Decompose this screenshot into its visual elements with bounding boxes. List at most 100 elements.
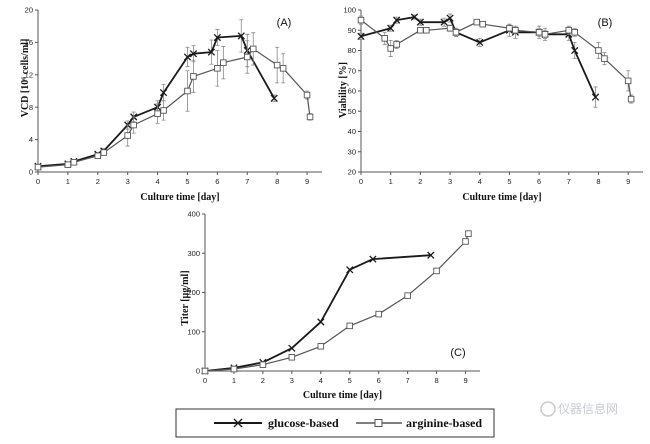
legend: glucose-based arginine-based (175, 408, 495, 438)
x-tick-label-a: 7 (245, 177, 249, 186)
y-tick-label-b: 70 (348, 66, 356, 75)
data-point-glucose-a (159, 88, 168, 97)
series-line-glucose-b (360, 16, 597, 98)
data-point-arginine-a (100, 149, 108, 156)
y-tick-label-b: 80 (348, 46, 356, 55)
data-point-glucose-b (357, 32, 365, 40)
x-tick-label-a: 1 (66, 177, 70, 186)
y-tick-label-a: 4 (29, 135, 33, 144)
data-point-arginine-b (506, 24, 513, 32)
y-axis-label-c: Titer [µg/ml] (180, 270, 191, 325)
x-tick-label-a: 3 (126, 177, 130, 186)
data-point-arginine-c (230, 365, 238, 373)
x-tick-label-b: 3 (448, 177, 452, 186)
data-point-glucose-a (189, 50, 198, 58)
data-point-arginine-c (465, 230, 472, 237)
x-tick-label-b: 4 (478, 177, 482, 186)
data-point-arginine-a (244, 53, 251, 61)
y-tick-label-b: 90 (348, 26, 356, 35)
data-point-arginine-b (571, 29, 578, 36)
data-point-glucose-a (183, 53, 192, 61)
legend-glucose-label: glucose-based (268, 416, 339, 430)
legend-arginine-label: arginine-based (406, 416, 482, 430)
y-tick-label-a: 12 (25, 70, 33, 79)
data-point-arginine-c (433, 267, 440, 275)
x-tick-label-b: 8 (596, 177, 600, 186)
y-tick-label-c: 200 (187, 288, 200, 297)
data-point-glucose-b (476, 38, 484, 47)
x-tick-label-a: 8 (275, 177, 279, 186)
data-point-arginine-b (452, 29, 460, 36)
data-point-arginine-b (357, 16, 365, 24)
y-tick-label-a: 0 (29, 168, 33, 177)
legend-arginine-marker (374, 419, 383, 427)
data-point-arginine-b (595, 47, 602, 54)
x-tick-label-c: 6 (377, 376, 381, 385)
x-axis-label-a: Culture time [day] (140, 192, 219, 203)
data-point-arginine-b (446, 24, 454, 32)
data-point-arginine-a (249, 45, 257, 53)
data-point-glucose-b (387, 24, 395, 32)
data-point-arginine-b (393, 41, 400, 48)
data-point-glucose-c (346, 266, 354, 274)
x-tick-label-c: 2 (261, 376, 265, 385)
data-point-glucose-c (369, 255, 377, 263)
data-point-arginine-a (64, 161, 72, 168)
x-tick-label-c: 4 (319, 376, 323, 385)
data-point-arginine-c (317, 343, 325, 350)
data-point-arginine-b (512, 27, 519, 34)
data-point-arginine-b (627, 95, 635, 103)
data-point-arginine-b (535, 29, 543, 36)
data-point-glucose-a (207, 48, 216, 56)
data-point-glucose-b (440, 18, 448, 26)
data-point-arginine-a (303, 91, 311, 99)
data-point-arginine-c (404, 292, 411, 299)
x-axis-label-c: Culture time [day] (303, 390, 382, 401)
series-line-arginine-a (37, 48, 311, 168)
data-point-arginine-a (130, 121, 137, 129)
data-point-glucose-b (591, 93, 600, 101)
data-point-arginine-b (423, 27, 430, 34)
data-point-arginine-a (34, 163, 42, 171)
series-line-arginine-b (360, 19, 632, 100)
x-tick-label-b: 5 (507, 177, 511, 186)
chart-panel-b: 20 30 40 50 60 70 80 90 100 0 1 2 3 4 5 6 7 8 9 Culture tim… (338, 6, 643, 203)
data-point-glucose-c (427, 251, 435, 259)
series-line-glucose-c (204, 254, 431, 372)
data-point-arginine-c (375, 310, 382, 318)
x-tick-label-c: 3 (290, 376, 294, 385)
y-tick-label-a: 16 (25, 38, 33, 47)
data-point-arginine-a (70, 159, 78, 166)
data-point-arginine-a (279, 65, 287, 72)
data-point-glucose-b (410, 13, 419, 21)
x-tick-label-a: 5 (185, 177, 189, 186)
data-point-arginine-a (160, 107, 167, 114)
y-tick-label-b: 100 (343, 6, 356, 15)
x-tick-label-b: 0 (359, 177, 363, 186)
data-point-glucose-b (416, 18, 425, 26)
data-point-arginine-b (624, 77, 632, 85)
watermark-logo-icon (540, 401, 556, 417)
series-line-glucose-a (37, 35, 275, 168)
data-point-arginine-a (154, 110, 161, 117)
data-point-glucose-b (392, 16, 401, 24)
x-tick-label-b: 1 (389, 177, 393, 186)
data-point-arginine-a (94, 152, 102, 160)
y-axis-label-b: Viability [%] (338, 62, 349, 118)
x-tick-label-a: 9 (305, 177, 309, 186)
chart-panel-c: 0 100 200 300 400 0 1 2 3 4 5 6 7 8 9 Culture time [day… (180, 210, 480, 401)
data-point-glucose-c (317, 318, 325, 326)
data-point-glucose-a (237, 32, 245, 40)
data-point-arginine-a (220, 59, 227, 66)
x-tick-label-a: 2 (96, 177, 100, 186)
data-point-arginine-b (473, 18, 481, 26)
y-tick-label-b: 40 (348, 127, 356, 136)
x-tick-label-c: 8 (434, 376, 438, 385)
data-point-arginine-c (201, 367, 209, 375)
data-point-glucose-b (446, 14, 454, 22)
data-point-arginine-b (417, 27, 424, 34)
data-point-glucose-c (288, 344, 296, 352)
y-tick-label-c: 300 (187, 249, 200, 258)
x-tick-label-c: 9 (463, 376, 467, 385)
